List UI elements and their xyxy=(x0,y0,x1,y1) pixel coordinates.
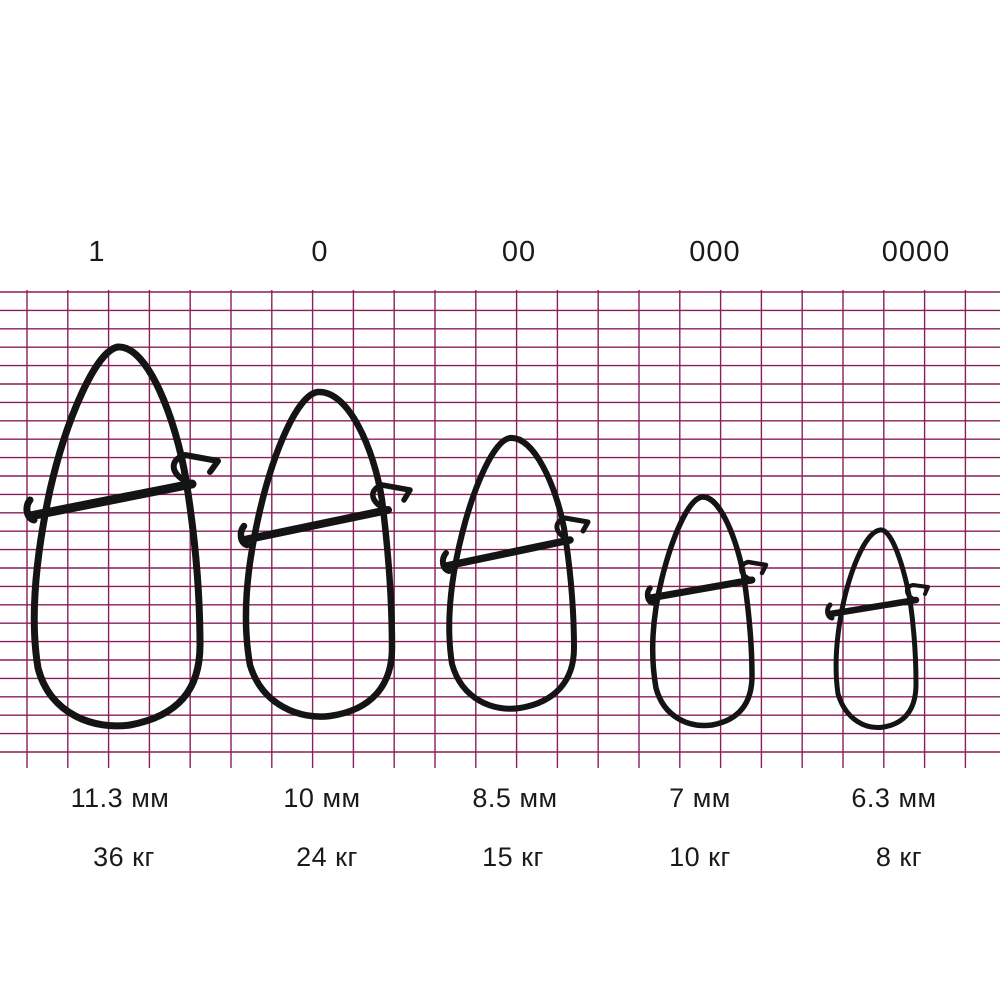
snap-illustration-size-1 xyxy=(23,343,221,730)
snap-illustration-size-0000 xyxy=(825,527,930,731)
snap-illustration-size-00 xyxy=(439,435,591,712)
size-label-00: 00 xyxy=(501,236,537,268)
length-label-0: 10 мм xyxy=(283,783,361,813)
length-label-1: 11.3 мм xyxy=(70,783,170,813)
load-label-00: 15 кг xyxy=(482,842,544,872)
load-label-0: 24 кг xyxy=(296,842,358,872)
size-label-000: 000 xyxy=(689,236,741,268)
size-label-0000: 0000 xyxy=(881,236,951,268)
length-label-0000: 6.3 мм xyxy=(851,783,937,813)
size-label-0: 0 xyxy=(311,236,329,268)
snap-illustration-size-000 xyxy=(644,494,769,729)
load-label-1: 36 кг xyxy=(93,842,155,872)
length-label-00: 8.5 мм xyxy=(472,783,558,813)
snap-illustration-size-0 xyxy=(237,388,413,720)
load-label-0000: 8 кг xyxy=(875,842,923,872)
load-label-000: 10 кг xyxy=(669,842,731,872)
length-label-000: 7 мм xyxy=(669,783,731,813)
size-label-1: 1 xyxy=(88,236,106,268)
grid-lines xyxy=(0,290,1000,768)
